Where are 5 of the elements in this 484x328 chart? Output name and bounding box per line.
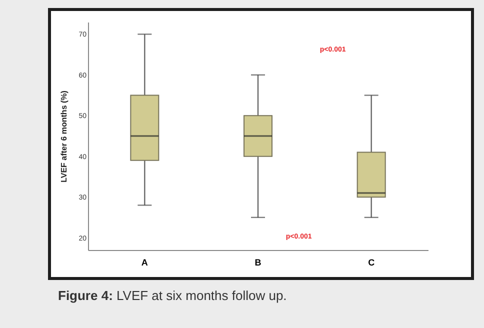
text: Figure 4: LVEF at six months follow up.	[58, 288, 287, 303]
x-tick-label: B	[254, 258, 262, 268]
x-tick-label: A	[141, 258, 148, 268]
y-axis-title: LVEF after 6 months (%)	[60, 90, 69, 182]
x-tick-label: C	[368, 258, 376, 268]
